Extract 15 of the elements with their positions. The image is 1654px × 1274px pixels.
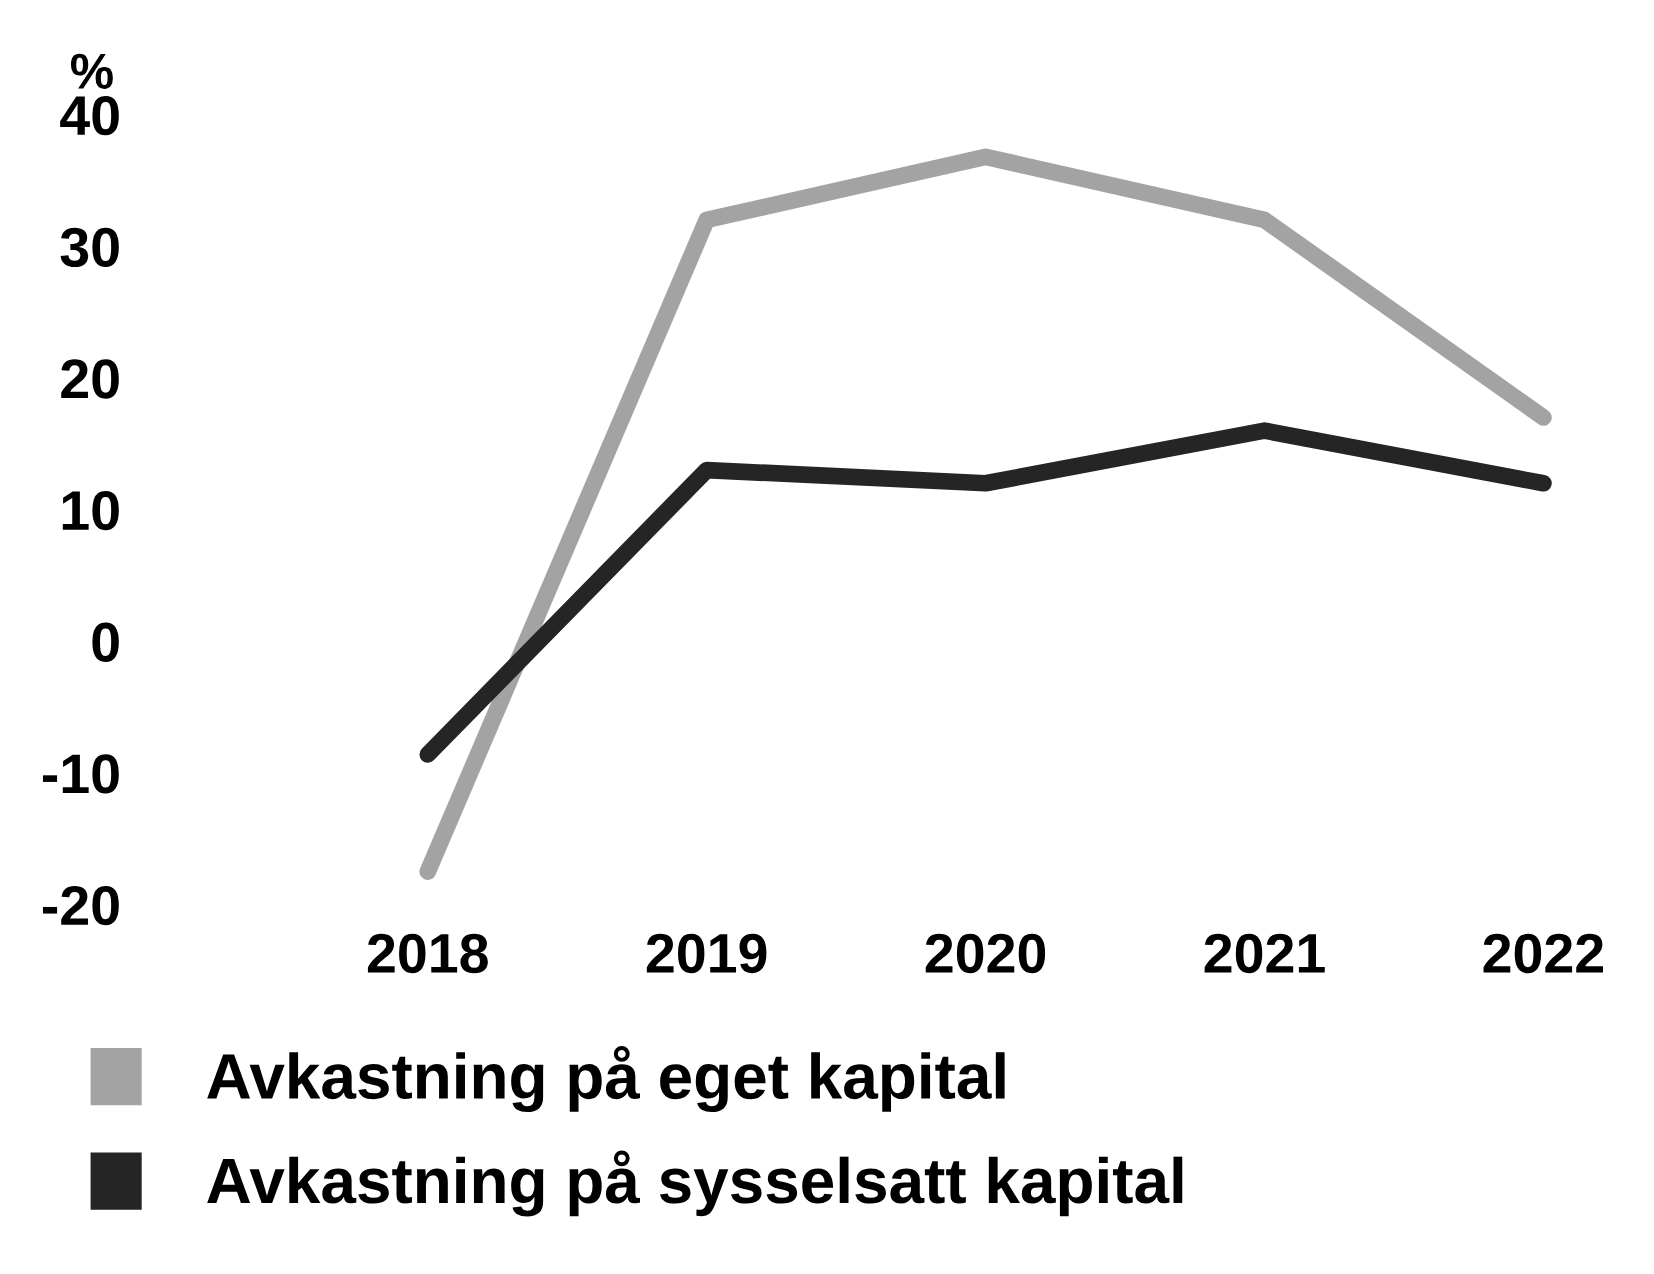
x-tick-label: 2021	[1204, 933, 1325, 974]
y-tick-label: -10	[42, 754, 119, 794]
y-tick-label: 40	[60, 96, 119, 136]
y-tick-label: -20	[42, 885, 119, 926]
x-tick-label: 2020	[925, 933, 1046, 974]
y-axis-title: %	[70, 53, 113, 89]
legend-label: Avkastning på sysselsatt kapital	[207, 1150, 1183, 1217]
legend-label: Avkastning på eget kapital	[207, 1045, 1005, 1113]
x-tick-label: 2022	[1483, 933, 1603, 974]
x-tick-label: 2018	[367, 933, 488, 974]
y-tick-label: 0	[92, 622, 119, 662]
y-tick-label: 30	[60, 227, 119, 268]
x-tick-label: 2019	[646, 933, 767, 974]
y-tick-label: 20	[61, 359, 119, 399]
y-tick-label: 10	[62, 490, 119, 531]
